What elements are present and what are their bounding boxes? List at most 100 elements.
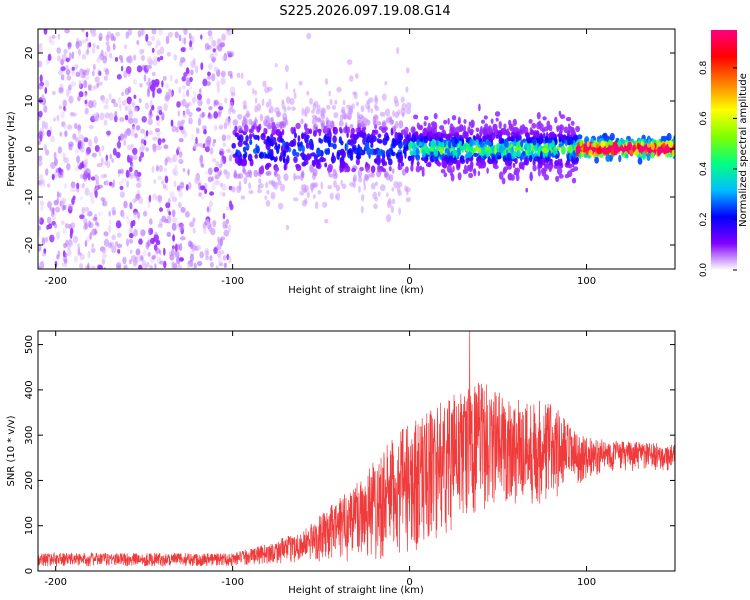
spectrogram-point [104,160,109,166]
spectrogram-point [632,144,636,152]
spectrogram-point [351,167,356,173]
spectrogram-point [46,224,50,230]
spectrogram-point [415,153,421,161]
spectrogram-point [162,75,167,81]
spectrogram-point [396,47,400,55]
spectrogram-point [259,151,264,159]
spectrogram-point [223,262,227,268]
spectrogram-point [446,164,452,173]
spectrogram-point [416,161,420,167]
spectrogram-point [536,130,539,137]
spectrogram-point [52,207,55,215]
spectrogram-point [558,136,562,143]
spectrogram-point [249,133,253,141]
spectrogram-point [163,247,166,256]
spectrogram-point [317,158,321,166]
spectrogram-point [248,189,254,195]
spectrogram-point [207,71,211,77]
spectrogram-point [408,156,411,162]
spectrogram-point [596,147,602,155]
spectrogram-point [112,148,117,156]
spectrogram-point [313,123,318,129]
spectrogram-point [468,121,471,127]
spectrogram-point [81,29,85,32]
spectrogram-point [218,124,224,130]
spectrogram-point [45,149,50,156]
spectrogram-point [358,185,361,193]
spectrogram-point [118,135,121,142]
spectrogram-point [209,191,215,196]
spectrogram-point [468,172,474,179]
y-tick-label: 0 [24,146,35,152]
spectrogram-point [83,206,90,212]
spectrogram-point [444,148,450,154]
spectrogram-point [165,35,170,45]
spectrogram-point [78,165,83,170]
spectrogram-point [100,197,106,202]
spectrogram-point [187,240,192,248]
spectrogram-point [189,83,193,91]
spectrogram-point [243,124,249,133]
spectrogram-point [425,146,430,154]
spectrogram-point [415,165,421,173]
spectrogram-point [80,196,83,201]
spectrogram-point [71,66,75,71]
spectrogram-point [152,90,155,99]
spectrogram-point [458,140,462,145]
spectrogram-point [200,185,206,191]
spectrogram-point [84,187,90,196]
spectrogram-point [469,138,473,147]
spectrogram-point [447,117,450,125]
spectrogram-point [537,168,541,177]
spectrogram-point [539,135,544,144]
spectrogram-point [179,153,182,163]
spectrogram-point [192,143,198,150]
spectrogram-point [76,182,80,189]
spectrogram-point [256,145,260,154]
spectrogram-point [479,141,484,148]
spectrogram-point [134,193,140,201]
spectrogram-point [246,80,252,86]
spectrogram-point [434,132,439,141]
spectrogram-point [45,168,49,176]
spectrogram-point [371,135,377,143]
spectrogram-point [293,126,296,136]
spectrogram-point [498,171,504,180]
spectrogram-point [349,123,354,129]
spectrogram-point [64,29,70,34]
spectrogram-point [374,106,380,112]
spectrogram-point [189,76,193,83]
spectrogram-point [212,220,217,228]
spectrogram-point [410,164,414,172]
spectrogram-point [243,177,248,185]
spectrogram-point [555,175,560,182]
spectrogram-point [156,144,162,151]
snr-x-ticks: -200 -100 0 100 [44,331,596,588]
spectrogram-point [356,151,362,160]
spectrogram-point [390,127,394,136]
spectrogram-point [433,113,438,120]
spectrogram-point [116,262,122,269]
spectrogram-point [411,156,414,164]
spectrogram-point [132,219,136,227]
spectrogram-point [119,185,124,191]
spectrogram-point [222,255,227,261]
spectrogram-point [90,176,96,181]
spectrogram-point [377,191,381,197]
spectrogram-point [66,75,72,81]
spectrogram-point [462,130,468,139]
spectrogram-point [503,127,506,136]
spectrogram-point [477,170,481,177]
spectrogram-point [73,255,79,263]
spectrogram-point [565,160,570,166]
spectrogram-point [324,149,330,155]
spectrogram-point [214,171,220,180]
spectrogram-point [213,166,219,173]
spectrogram-point [94,228,97,235]
spectrogram-point [119,117,125,122]
spectrogram-point [106,45,111,52]
spectrogram-point [116,74,122,80]
spectrogram-point [571,155,574,164]
spectrogram-point [375,181,378,186]
spectrogram-point [276,128,281,137]
